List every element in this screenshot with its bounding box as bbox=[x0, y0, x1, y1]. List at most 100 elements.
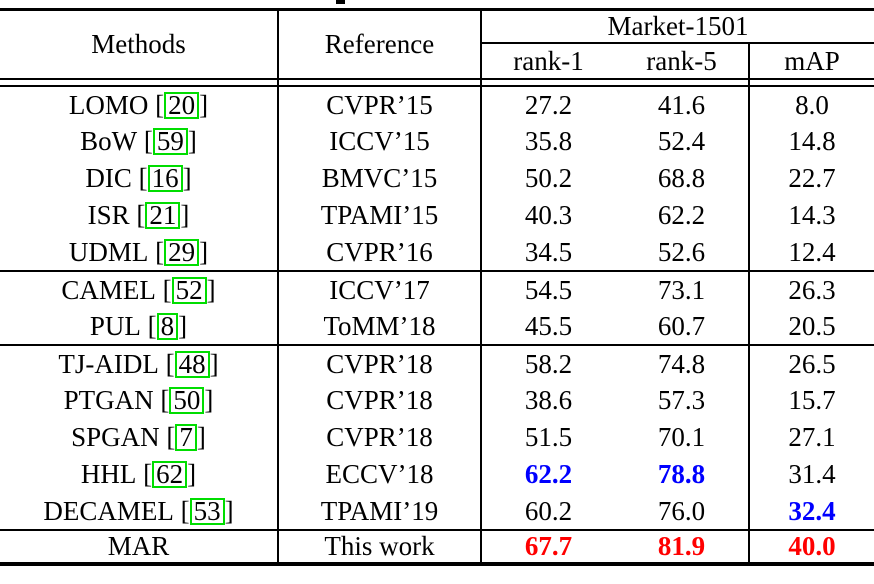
cell-rank1: 60.2 bbox=[480, 493, 615, 531]
table-row: MAR This work 67.7 81.9 40.0 bbox=[0, 530, 874, 564]
cell-rank1: 54.5 bbox=[480, 271, 615, 308]
col-header-methods: Methods bbox=[0, 9, 278, 80]
cell-map: 14.3 bbox=[747, 197, 874, 234]
col-header-rank5: rank-5 bbox=[615, 43, 749, 80]
cell-rank5: 70.1 bbox=[657, 422, 706, 452]
method-name: TJ-AIDL bbox=[58, 348, 159, 379]
method-name: MAR bbox=[107, 531, 170, 561]
cell-rank5: 41.6 bbox=[657, 89, 706, 120]
table-row: LOMO [20] CVPR’15 27.2 41.6 8.0 bbox=[0, 86, 874, 123]
cell-method: MAR bbox=[0, 530, 278, 564]
method-name: UDML bbox=[68, 236, 149, 267]
table-row: ISR [21] TPAMI’15 40.3 62.2 14.3 bbox=[0, 197, 874, 234]
cell-reference: ICCV’15 bbox=[277, 123, 481, 160]
cell-reference: CVPR’15 bbox=[277, 86, 481, 123]
table-row: PUL [8] ToMM’18 45.5 60.7 20.5 bbox=[0, 308, 874, 346]
table-row: DECAMEL [53] TPAMI’19 60.2 76.0 32.4 bbox=[0, 493, 874, 531]
method-name: PTGAN bbox=[63, 385, 154, 415]
method-name: ISR bbox=[87, 200, 130, 230]
cell-rank1: 62.2 bbox=[480, 456, 615, 493]
cell-map: 8.0 bbox=[747, 86, 874, 123]
cell-map: 40.0 bbox=[747, 530, 874, 564]
citation-link[interactable]: 59 bbox=[152, 128, 188, 155]
cell-method: UDML [29] bbox=[0, 234, 278, 272]
method-name: CAMEL bbox=[61, 274, 156, 305]
cell-map: 20.5 bbox=[747, 308, 874, 346]
method-name: LOMO bbox=[68, 89, 149, 120]
table-row: BoW [59] ICCV’15 35.8 52.4 14.8 bbox=[0, 123, 874, 160]
cell-rank5: 73.1 bbox=[657, 274, 706, 305]
cell-method: DECAMEL [53] bbox=[0, 493, 278, 531]
cell-reference: CVPR’18 bbox=[277, 345, 481, 382]
caption-text-remnant bbox=[336, 0, 345, 4]
double-rule-spacer bbox=[0, 79, 874, 87]
cell-reference: ECCV’18 bbox=[277, 456, 481, 493]
cell-rank1: 67.7 bbox=[480, 530, 615, 564]
cell-rank1: 45.5 bbox=[480, 308, 615, 346]
cell-rank1: 40.3 bbox=[480, 197, 615, 234]
citation-link[interactable]: 53 bbox=[189, 497, 225, 525]
table-row: SPGAN [7] CVPR’18 51.5 70.1 27.1 bbox=[0, 419, 874, 456]
method-name: PUL bbox=[89, 310, 141, 341]
cell-rank5: 81.9 bbox=[657, 531, 706, 561]
header-row-dataset: Methods Reference Market-1501 bbox=[0, 9, 874, 80]
cell-reference: CVPR’18 bbox=[277, 382, 481, 419]
table-row: CAMEL [52] ICCV’17 54.5 73.1 26.3 bbox=[0, 271, 874, 308]
cell-reference: ToMM’18 bbox=[277, 308, 481, 346]
cell-method: PUL [8] bbox=[0, 308, 278, 346]
cell-rank1: 58.2 bbox=[480, 345, 615, 382]
col-header-reference: Reference bbox=[277, 9, 481, 80]
cell-map: 26.3 bbox=[747, 271, 874, 308]
cell-reference: BMVC’15 bbox=[277, 160, 481, 197]
cell-method: CAMEL [52] bbox=[61, 274, 216, 305]
cell-rank5: 52.6 bbox=[615, 234, 749, 272]
cell-reference: CVPR’18 bbox=[277, 419, 481, 456]
cell-map: 32.4 bbox=[747, 493, 874, 531]
citation-link[interactable]: 62 bbox=[152, 461, 188, 488]
cell-rank1: 51.5 bbox=[480, 419, 615, 456]
cell-rank5: 52.4 bbox=[657, 126, 706, 156]
cell-rank5: 74.8 bbox=[657, 348, 706, 379]
method-name: BoW bbox=[80, 126, 138, 156]
cell-rank5: 60.7 bbox=[615, 308, 749, 346]
cell-method: SPGAN [7] bbox=[71, 422, 206, 452]
method-name: SPGAN bbox=[71, 422, 160, 452]
cell-rank1: 35.8 bbox=[480, 123, 615, 160]
citation-link[interactable]: 52 bbox=[171, 276, 207, 304]
table-row: HHL [62] ECCV’18 62.2 78.8 31.4 bbox=[0, 456, 874, 493]
cell-map: 22.7 bbox=[747, 160, 874, 197]
citation-link[interactable]: 16 bbox=[147, 165, 183, 192]
table-row: UDML [29] CVPR’16 34.5 52.6 12.4 bbox=[0, 234, 874, 272]
cell-method: DIC [16] bbox=[85, 163, 192, 193]
cell-rank5: 76.0 bbox=[615, 493, 749, 531]
citation-link[interactable]: 7 bbox=[175, 424, 197, 451]
citation-link[interactable]: 20 bbox=[164, 91, 200, 119]
cell-map: 31.4 bbox=[747, 456, 874, 493]
cell-reference: TPAMI’15 bbox=[277, 197, 481, 234]
citation-link[interactable]: 50 bbox=[169, 387, 205, 414]
cell-rank1: 27.2 bbox=[480, 86, 615, 123]
cell-rank1: 34.5 bbox=[480, 234, 615, 272]
cell-reference: ICCV’17 bbox=[277, 271, 481, 308]
cell-map: 26.5 bbox=[747, 345, 874, 382]
col-header-rank1: rank-1 bbox=[480, 43, 615, 80]
cell-rank5: 78.8 bbox=[657, 459, 706, 489]
citation-link[interactable]: 48 bbox=[174, 350, 210, 378]
table-row: DIC [16] BMVC’15 50.2 68.8 22.7 bbox=[0, 160, 874, 197]
col-header-map: mAP bbox=[747, 43, 874, 80]
cell-method: PTGAN [50] bbox=[63, 385, 214, 415]
cell-map: 15.7 bbox=[747, 382, 874, 419]
method-name: HHL bbox=[80, 459, 137, 489]
cell-map: 27.1 bbox=[747, 419, 874, 456]
cell-map: 14.8 bbox=[747, 123, 874, 160]
cell-map: 12.4 bbox=[747, 234, 874, 272]
citation-link[interactable]: 29 bbox=[164, 238, 200, 266]
cell-method: TJ-AIDL [48] bbox=[58, 348, 219, 379]
cell-rank1: 38.6 bbox=[480, 382, 615, 419]
cell-reference: TPAMI’19 bbox=[277, 493, 481, 531]
cell-method: BoW [59] bbox=[80, 126, 197, 156]
citation-link[interactable]: 8 bbox=[156, 312, 179, 340]
citation-link[interactable]: 21 bbox=[145, 202, 181, 229]
cell-method: LOMO [20] bbox=[68, 89, 209, 120]
